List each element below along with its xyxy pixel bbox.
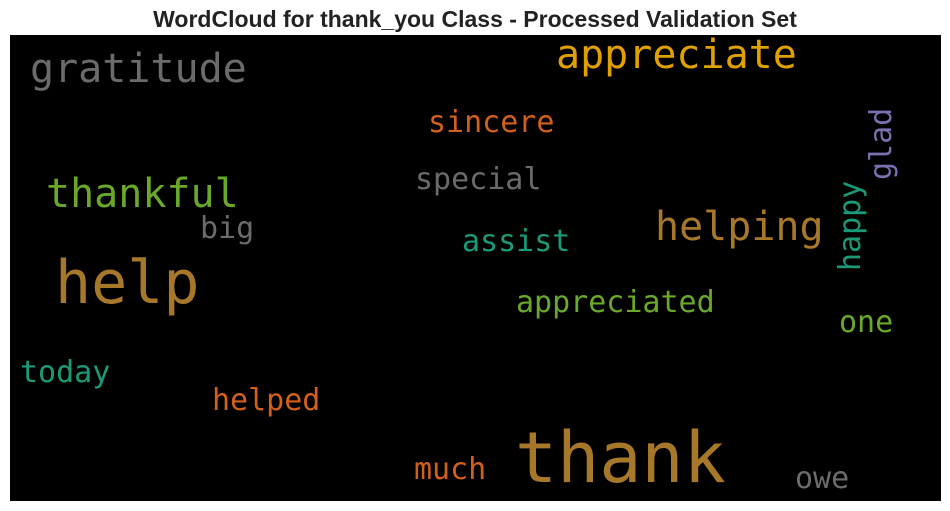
figure-title: WordCloud for thank_you Class - Processe… [153, 6, 797, 32]
word-gratitude: gratitude [30, 46, 247, 92]
word-much: much [414, 452, 487, 487]
word-today: today [20, 355, 111, 390]
word-one: one [839, 305, 894, 340]
word-big: big [200, 211, 255, 246]
word-appreciate: appreciate [556, 35, 797, 78]
word-helped: helped [212, 383, 321, 418]
word-sincere: sincere [428, 105, 555, 140]
word-happy: happy [833, 180, 868, 271]
word-help: help [55, 248, 200, 318]
wordcloud-canvas: thank help appreciate gratitude thankful… [10, 35, 941, 501]
word-owe: owe [795, 461, 850, 496]
word-appreciated: appreciated [516, 285, 715, 320]
word-thankful: thankful [46, 171, 239, 217]
word-special: special [415, 162, 542, 197]
word-assist: assist [462, 224, 571, 259]
word-glad: glad [864, 107, 899, 180]
word-thank: thank [515, 417, 726, 499]
word-helping: helping [655, 204, 824, 250]
